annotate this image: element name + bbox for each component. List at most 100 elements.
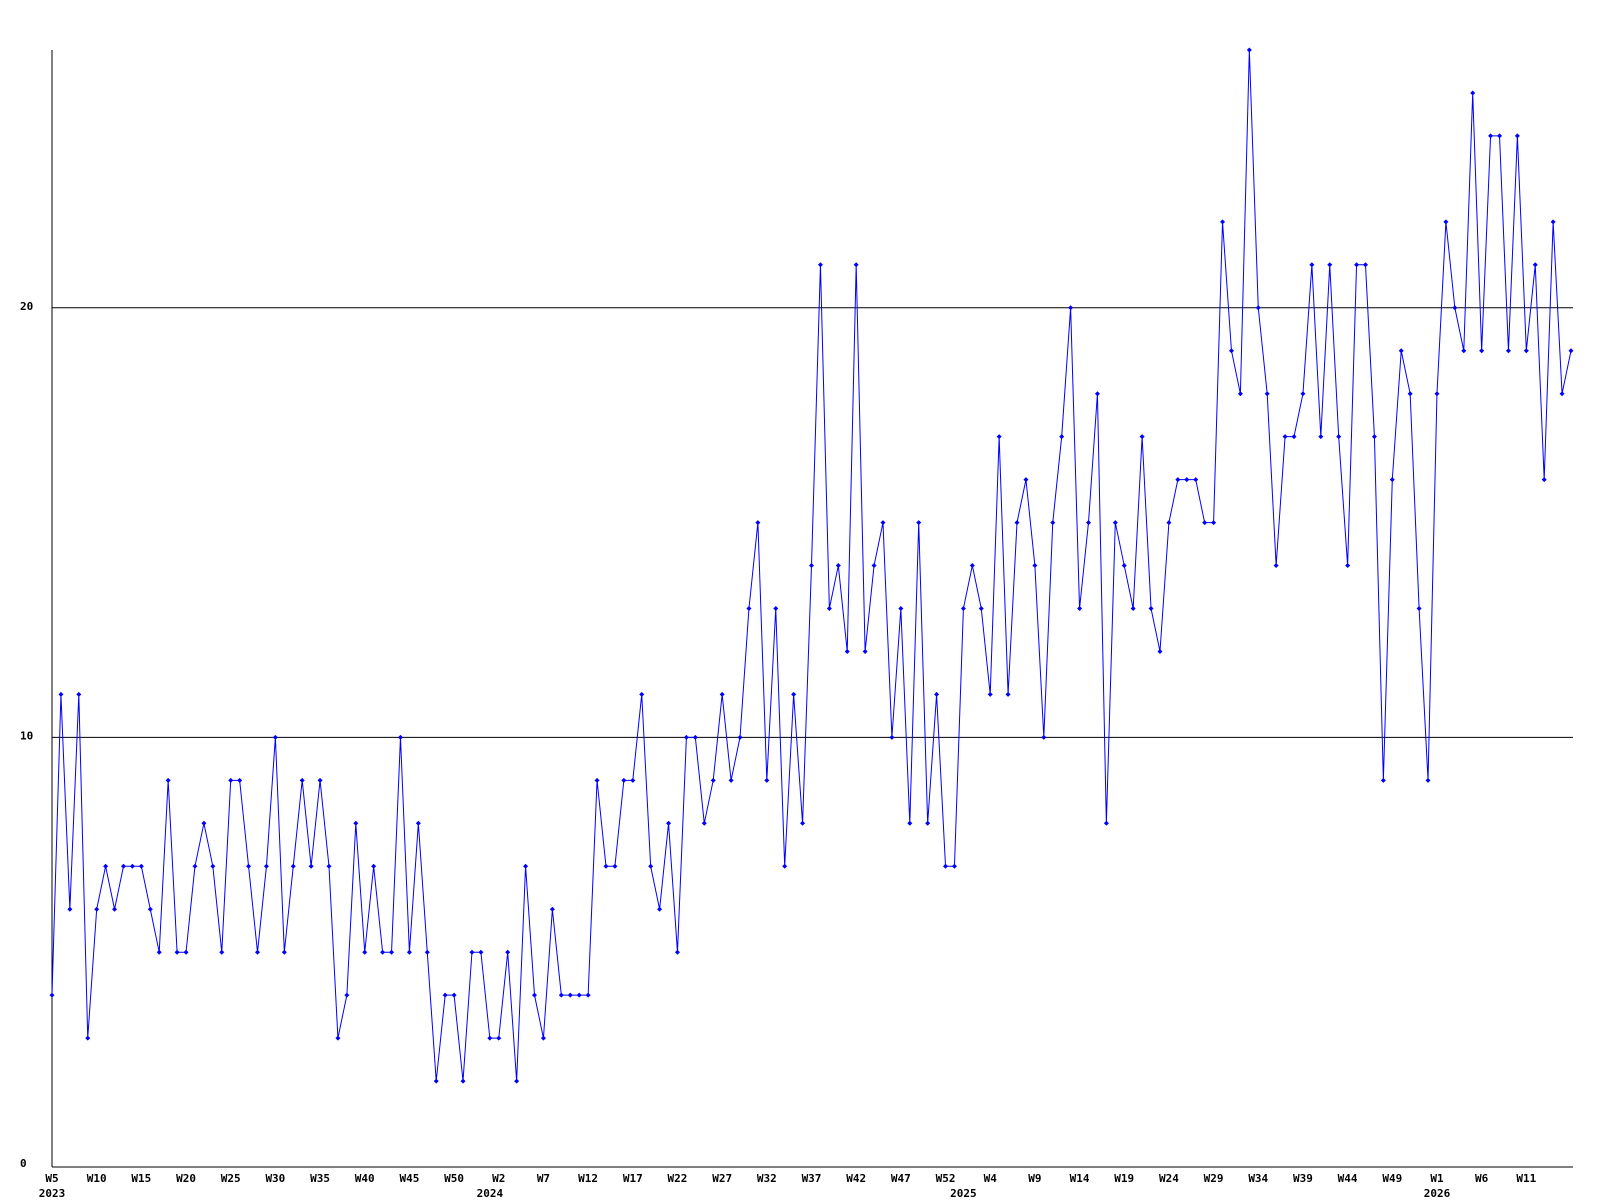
data-point bbox=[710, 777, 716, 783]
data-point bbox=[1023, 477, 1029, 483]
data-point bbox=[1220, 219, 1226, 225]
data-point bbox=[523, 863, 529, 869]
data-point bbox=[58, 691, 64, 697]
data-point bbox=[424, 949, 430, 955]
data-point bbox=[951, 863, 957, 869]
data-point bbox=[1416, 606, 1422, 611]
data-point bbox=[371, 863, 377, 869]
x-tick-label: W2 bbox=[492, 1172, 505, 1185]
data-point bbox=[692, 734, 698, 740]
data-point bbox=[353, 820, 359, 826]
data-point bbox=[871, 563, 877, 569]
data-point bbox=[1014, 520, 1020, 526]
x-tick-label: W22 bbox=[668, 1172, 688, 1185]
data-point bbox=[1050, 520, 1056, 526]
data-point bbox=[648, 863, 654, 869]
data-point bbox=[612, 863, 618, 869]
data-point bbox=[1273, 563, 1279, 569]
x-tick-label: W10 bbox=[87, 1172, 107, 1185]
data-point bbox=[129, 863, 135, 869]
data-point bbox=[853, 262, 859, 268]
data-point bbox=[514, 1078, 520, 1084]
data-point bbox=[1309, 262, 1315, 268]
data-point bbox=[1130, 606, 1136, 611]
data-point bbox=[49, 992, 55, 998]
data-point bbox=[1059, 434, 1065, 440]
data-point bbox=[1157, 648, 1163, 654]
data-point bbox=[433, 1078, 439, 1084]
data-point bbox=[120, 863, 126, 869]
data-point bbox=[1514, 133, 1520, 139]
x-tick-label: W50 bbox=[444, 1172, 464, 1185]
data-point bbox=[210, 863, 216, 869]
x-tick-label: W11 bbox=[1516, 1172, 1536, 1185]
data-point bbox=[1005, 691, 1011, 697]
data-point bbox=[460, 1078, 466, 1084]
data-point bbox=[397, 734, 403, 740]
data-point bbox=[272, 734, 278, 740]
data-point bbox=[94, 906, 100, 912]
data-point bbox=[1407, 391, 1413, 397]
data-point bbox=[1425, 777, 1431, 783]
data-point bbox=[1434, 391, 1440, 397]
data-point bbox=[907, 820, 913, 826]
data-point bbox=[576, 992, 582, 998]
data-point bbox=[737, 734, 743, 740]
data-point bbox=[1380, 777, 1386, 783]
data-point bbox=[1488, 133, 1494, 139]
data-point bbox=[335, 1035, 341, 1041]
x-tick-label: W30 bbox=[265, 1172, 285, 1185]
data-point bbox=[67, 906, 73, 912]
data-point bbox=[192, 863, 198, 869]
data-point bbox=[505, 949, 511, 955]
data-point bbox=[540, 1035, 546, 1041]
data-point bbox=[585, 992, 591, 998]
data-point bbox=[281, 949, 287, 955]
data-point bbox=[1085, 520, 1091, 526]
data-point bbox=[1371, 434, 1377, 440]
x-tick-label: W9 bbox=[1028, 1172, 1041, 1185]
x-tick-label: W45 bbox=[399, 1172, 419, 1185]
data-point bbox=[156, 949, 162, 955]
data-point bbox=[228, 777, 234, 783]
data-point bbox=[1398, 348, 1404, 354]
data-point bbox=[701, 820, 707, 826]
data-point bbox=[666, 820, 672, 826]
x-tick-label: W17 bbox=[623, 1172, 643, 1185]
x-tick-label: W52 bbox=[936, 1172, 956, 1185]
data-point bbox=[1318, 434, 1324, 440]
data-point bbox=[1532, 262, 1538, 268]
x-tick-label: W39 bbox=[1293, 1172, 1313, 1185]
data-point bbox=[1336, 434, 1342, 440]
data-point bbox=[549, 906, 555, 912]
data-point bbox=[138, 863, 144, 869]
x-tick-label: W35 bbox=[310, 1172, 330, 1185]
data-point bbox=[496, 1035, 502, 1041]
data-point bbox=[996, 434, 1002, 440]
x-tick-label: W49 bbox=[1382, 1172, 1402, 1185]
data-point bbox=[362, 949, 368, 955]
data-point bbox=[773, 606, 779, 611]
data-point bbox=[826, 606, 832, 611]
data-point bbox=[1470, 90, 1476, 96]
data-point bbox=[782, 863, 788, 869]
data-point bbox=[889, 734, 895, 740]
data-point bbox=[299, 777, 305, 783]
data-point bbox=[1112, 520, 1118, 526]
data-point bbox=[1202, 520, 1208, 526]
y-tick-label: 20 bbox=[20, 300, 33, 313]
data-point bbox=[621, 777, 627, 783]
x-tick-label: W12 bbox=[578, 1172, 598, 1185]
x-group-label: 2024 bbox=[477, 1187, 504, 1200]
data-point bbox=[174, 949, 180, 955]
x-tick-label: W5 bbox=[45, 1172, 58, 1185]
data-point bbox=[201, 820, 207, 826]
x-group-label: 2026 bbox=[1424, 1187, 1451, 1200]
x-tick-label: W4 bbox=[984, 1172, 998, 1185]
data-point bbox=[943, 863, 949, 869]
y-tick-label: 0 bbox=[20, 1157, 27, 1170]
data-point bbox=[1148, 606, 1154, 611]
data-point bbox=[469, 949, 475, 955]
data-point bbox=[237, 777, 243, 783]
data-point bbox=[406, 949, 412, 955]
